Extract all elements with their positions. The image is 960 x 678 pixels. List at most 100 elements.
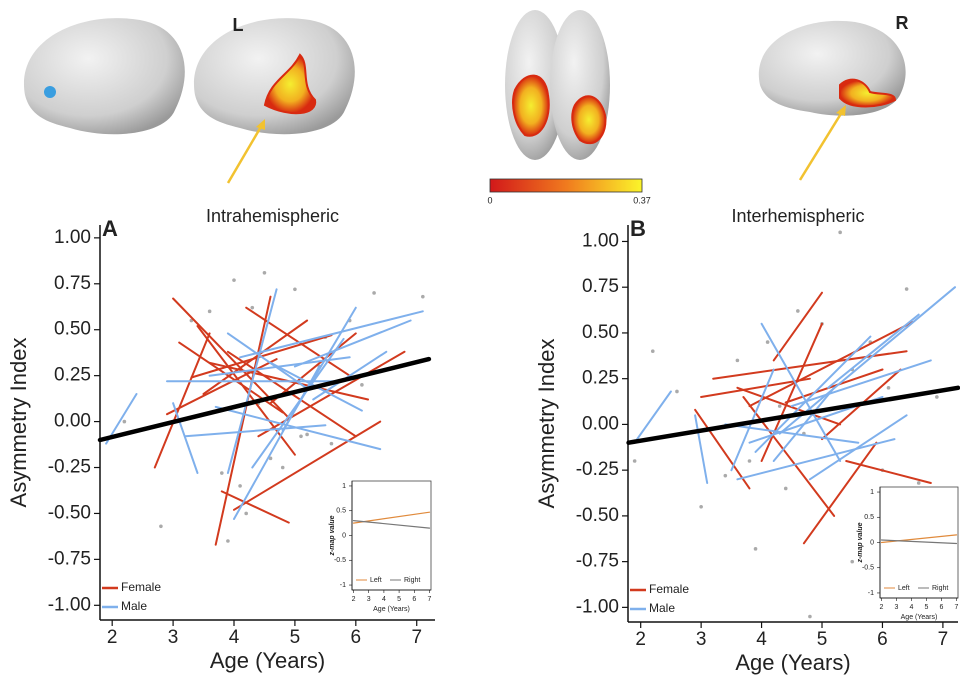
series-line bbox=[694, 414, 709, 484]
data-point bbox=[226, 539, 230, 543]
fit-line bbox=[97, 356, 432, 443]
seed-dot bbox=[44, 86, 56, 98]
data-point bbox=[238, 484, 242, 488]
series-line bbox=[233, 420, 382, 511]
x-tick-label: 5 bbox=[817, 629, 828, 650]
series-line bbox=[754, 335, 872, 453]
x-tick-label: 7 bbox=[428, 596, 432, 603]
chart-title: Interhemispheric bbox=[731, 206, 864, 226]
x-tick-label: 2 bbox=[352, 596, 356, 603]
data-point bbox=[250, 305, 255, 310]
x-tick-label: 4 bbox=[756, 629, 767, 650]
x-tick-label: 2 bbox=[107, 627, 118, 648]
series-line bbox=[208, 356, 351, 377]
legend-label: Female bbox=[649, 582, 689, 596]
series-line bbox=[214, 405, 382, 451]
y-axis-label: z-map value bbox=[329, 515, 336, 556]
brain-left-medial bbox=[193, 18, 355, 135]
y-tick-label: 0.75 bbox=[582, 276, 619, 297]
series-line bbox=[772, 291, 823, 362]
data-point bbox=[232, 278, 236, 282]
activation-blob bbox=[263, 53, 317, 115]
x-tick-label: 2 bbox=[635, 629, 646, 650]
x-tick-label: 3 bbox=[367, 596, 371, 603]
x-tick-label: 5 bbox=[397, 596, 401, 603]
activation-blob bbox=[839, 78, 897, 108]
data-point bbox=[421, 294, 425, 299]
data-point bbox=[675, 389, 679, 394]
y-tick-label: -0.5 bbox=[862, 565, 874, 572]
y-tick-label: -0.50 bbox=[48, 502, 91, 523]
x-tick-label: 7 bbox=[938, 629, 949, 650]
x-tick-label: 4 bbox=[382, 596, 386, 603]
data-point bbox=[268, 456, 273, 461]
legend-label: Left bbox=[898, 585, 910, 592]
y-tick-label: 0.25 bbox=[54, 365, 91, 386]
series-line bbox=[736, 438, 896, 481]
y-tick-label: -0.25 bbox=[576, 459, 619, 480]
data-point bbox=[916, 481, 921, 485]
data-point bbox=[783, 486, 788, 491]
x-tick-label: 3 bbox=[168, 627, 179, 648]
x-tick-label: 4 bbox=[229, 627, 240, 648]
series-line bbox=[808, 414, 908, 481]
data-point bbox=[220, 471, 224, 475]
legend-label: Left bbox=[370, 577, 382, 584]
brain-left-lateral bbox=[23, 18, 185, 135]
y-tick-label: -1.00 bbox=[48, 594, 91, 615]
y-axis-label: Asymmetry Index bbox=[6, 338, 31, 508]
data-point bbox=[796, 309, 800, 313]
colorbar-tick-label: 0.37 bbox=[633, 195, 651, 205]
data-point bbox=[747, 459, 752, 463]
series-line bbox=[172, 402, 199, 474]
series-line bbox=[281, 306, 357, 432]
y-tick-label: -1.00 bbox=[576, 596, 619, 617]
y-axis-label: z-map value bbox=[857, 522, 864, 563]
activation-blob bbox=[512, 74, 550, 137]
series-line bbox=[778, 286, 956, 435]
arrow bbox=[798, 111, 844, 181]
x-axis-label: Age (Years) bbox=[735, 650, 850, 675]
series-line bbox=[700, 377, 811, 398]
colorbar-tick-label: 0 bbox=[487, 195, 492, 205]
series-line bbox=[269, 332, 357, 405]
series-line bbox=[694, 408, 751, 490]
x-tick-label: 5 bbox=[290, 627, 301, 648]
data-point bbox=[904, 287, 909, 291]
arrow-head bbox=[256, 119, 265, 130]
series-line bbox=[293, 319, 412, 368]
data-point bbox=[838, 230, 842, 235]
data-point bbox=[262, 270, 267, 275]
x-axis-label: Age (Years) bbox=[373, 606, 410, 613]
data-point bbox=[207, 309, 212, 314]
x-axis-label: Age (Years) bbox=[901, 614, 938, 621]
series-line bbox=[166, 358, 278, 416]
legend-label: Right bbox=[932, 585, 948, 592]
data-point bbox=[305, 432, 309, 437]
arrow bbox=[226, 124, 264, 184]
activation-blob bbox=[571, 95, 607, 145]
x-tick-label: 6 bbox=[877, 629, 888, 650]
x-tick-label: 3 bbox=[696, 629, 707, 650]
series-line bbox=[214, 295, 272, 546]
series-line bbox=[352, 520, 431, 529]
panel-label: A bbox=[102, 216, 118, 241]
fit-line bbox=[626, 385, 960, 445]
legend-label: Male bbox=[649, 601, 675, 615]
y-tick-label: 0 bbox=[870, 539, 874, 546]
y-tick-label: 1 bbox=[870, 489, 874, 496]
colorbar bbox=[489, 178, 643, 193]
hemisphere-label: L bbox=[233, 15, 244, 35]
y-tick-label: 0.50 bbox=[582, 322, 619, 343]
series-line bbox=[880, 539, 958, 545]
series-line bbox=[226, 288, 278, 474]
y-axis-label: Asymmetry Index bbox=[534, 339, 559, 509]
data-point bbox=[699, 504, 703, 509]
data-point bbox=[244, 511, 248, 516]
data-point bbox=[850, 559, 855, 564]
brain-images bbox=[23, 10, 906, 184]
series-line bbox=[633, 390, 672, 444]
hemisphere-label: R bbox=[896, 13, 909, 33]
series-line bbox=[790, 359, 932, 408]
arrow-head bbox=[836, 105, 846, 116]
